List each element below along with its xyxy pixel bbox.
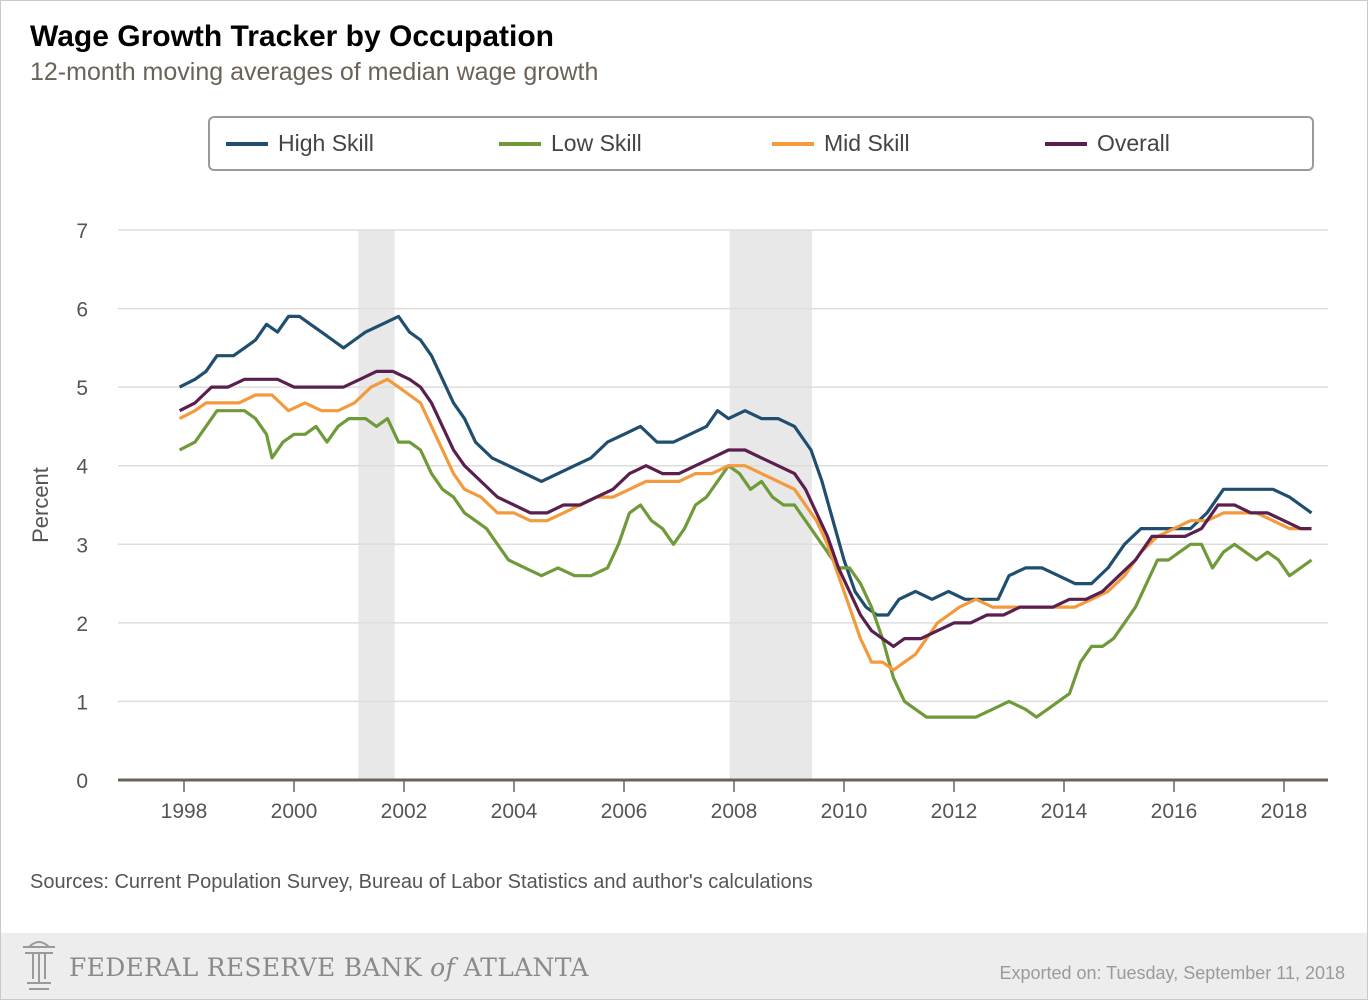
legend-item-mid-skill[interactable]: Mid Skill bbox=[772, 118, 910, 169]
legend-item-high-skill[interactable]: High Skill bbox=[226, 118, 374, 169]
series-line-high-skill bbox=[178, 314, 1313, 617]
y-tick-label: 3 bbox=[76, 534, 88, 557]
federal-reserve-eagle-icon bbox=[23, 941, 55, 990]
x-tick-label: 2014 bbox=[1041, 800, 1088, 823]
legend-label-overall: Overall bbox=[1097, 130, 1170, 156]
chart-subtitle: 12-month moving averages of median wage … bbox=[30, 58, 599, 86]
series-line-low-skill bbox=[178, 409, 1313, 719]
y-tick-label: 4 bbox=[76, 456, 88, 479]
legend-label-low-skill: Low Skill bbox=[551, 130, 642, 156]
legend-swatch-low-skill bbox=[499, 141, 541, 146]
x-tick-label: 2000 bbox=[271, 800, 318, 823]
logo-text-pre: FEDERAL RESERVE BANK bbox=[69, 953, 431, 982]
legend-item-low-skill[interactable]: Low Skill bbox=[499, 118, 642, 169]
x-tick-label: 2002 bbox=[381, 800, 428, 823]
y-tick-label: 2 bbox=[76, 613, 88, 636]
logo-text-of: of bbox=[430, 953, 456, 982]
x-tick-label: 2012 bbox=[931, 800, 978, 823]
y-tick-label: 0 bbox=[76, 770, 88, 793]
y-tick-label: 7 bbox=[76, 220, 88, 243]
export-date: Exported on: Tuesday, September 11, 2018 bbox=[999, 963, 1345, 983]
x-tick-label: 2008 bbox=[711, 800, 758, 823]
legend-swatch-high-skill bbox=[226, 141, 268, 146]
y-tick-label: 6 bbox=[76, 299, 88, 322]
series-line-mid-skill bbox=[178, 377, 1312, 672]
x-tick-label: 1998 bbox=[161, 800, 208, 823]
footer: FEDERAL RESERVE BANK of ATLANTA Exported… bbox=[1, 933, 1367, 999]
y-tick-label: 1 bbox=[76, 691, 88, 714]
legend-label-mid-skill: Mid Skill bbox=[824, 130, 910, 156]
legend-swatch-overall bbox=[1045, 141, 1087, 146]
x-tick-label: 2018 bbox=[1261, 800, 1308, 823]
federal-reserve-logo-text[interactable]: FEDERAL RESERVE BANK of ATLANTA bbox=[69, 953, 589, 982]
recession-band-0 bbox=[358, 230, 395, 780]
x-tick-label: 2010 bbox=[821, 800, 868, 823]
logo-text-post: ATLANTA bbox=[455, 953, 589, 982]
legend-label-high-skill: High Skill bbox=[278, 130, 374, 156]
x-tick-label: 2004 bbox=[491, 800, 538, 823]
y-tick-label: 5 bbox=[76, 377, 88, 400]
y-axis-label: Percent bbox=[28, 467, 53, 543]
legend-item-overall[interactable]: Overall bbox=[1045, 118, 1170, 169]
x-tick-label: 2006 bbox=[601, 800, 648, 823]
chart-title: Wage Growth Tracker by Occupation bbox=[30, 20, 555, 53]
sources-note: Sources: Current Population Survey, Bure… bbox=[30, 871, 813, 893]
recession-band-1 bbox=[729, 230, 813, 780]
legend-swatch-mid-skill bbox=[772, 141, 814, 146]
series-line-overall bbox=[178, 369, 1312, 648]
legend: High Skill Low Skill Mid Skill Overall bbox=[208, 116, 1314, 171]
x-tick-label: 2016 bbox=[1151, 800, 1198, 823]
wage-growth-chart: 0 1 2 3 4 5 6 7 Percent 1998 2000 2002 2004 2006 2008 2… bbox=[28, 220, 1328, 823]
